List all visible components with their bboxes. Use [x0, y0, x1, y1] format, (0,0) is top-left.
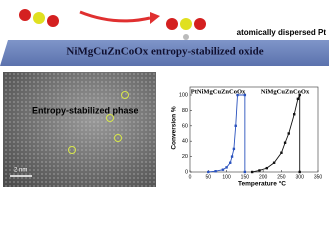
y-tick-label: 0: [185, 169, 188, 175]
x-tick-label: 150: [241, 174, 250, 180]
marker: [121, 91, 129, 99]
y-tick-label: 80: [182, 108, 188, 114]
point: [287, 132, 290, 135]
point: [214, 170, 217, 173]
point: [234, 124, 237, 127]
point: [207, 170, 210, 174]
y-tick-label: 100: [179, 92, 188, 98]
marker: [106, 114, 114, 122]
tem-texture: [3, 72, 156, 187]
molecule-left: [19, 9, 59, 27]
chart: Conversion % Temperature °C 0 20 40 60 80 100…: [171, 86, 323, 188]
y-tick-label: 40: [182, 139, 188, 145]
banner: NiMgCuZnCoOx entropy-stabilized oxide at…: [0, 9, 329, 66]
point: [230, 155, 234, 158]
point: [229, 161, 232, 164]
oxide-label: NiMgCuZnCoOx entropy-stabilized oxide: [66, 46, 263, 58]
point: [298, 170, 301, 174]
x-tick-label: 50: [206, 174, 212, 180]
scale-label: 2 nm: [14, 168, 27, 174]
phase-label: Entropy-stabilized phase: [32, 105, 139, 115]
marker: [114, 134, 122, 142]
point: [258, 169, 261, 172]
point: [243, 170, 247, 174]
point: [250, 170, 254, 174]
series-label: PtNiMgCuZnCoOx: [191, 88, 246, 95]
point: [243, 93, 247, 97]
point: [265, 166, 268, 170]
arrow: [79, 10, 151, 23]
x-tick-label: 250: [277, 174, 286, 180]
series-line: [252, 94, 301, 173]
point: [296, 97, 300, 101]
x-tick-label: 0: [189, 174, 192, 180]
series-line: [208, 94, 246, 173]
oxide-slab: [0, 40, 329, 66]
y-tick-label: 60: [182, 123, 188, 129]
point: [236, 93, 239, 97]
point: [225, 166, 228, 169]
page: {"banner": {"pt_label": "atomically disp…: [0, 9, 329, 188]
x-tick-label: 350: [314, 174, 323, 180]
point: [221, 168, 225, 171]
graphic-abstract: NiMgCuZnCoOx entropy-stabilized oxide at…: [0, 9, 329, 188]
point: [232, 147, 236, 151]
point: [298, 93, 301, 97]
pt-label: atomically dispersed Pt: [237, 28, 327, 37]
y-tick-label: 20: [182, 154, 188, 160]
point: [272, 161, 276, 164]
series-label: NiMgCuZnCoOx: [261, 88, 310, 95]
point: [280, 151, 283, 154]
pt-atom: [183, 34, 189, 40]
x-tick-label: 100: [222, 174, 231, 180]
x-tick-label: 300: [296, 174, 305, 180]
molecule-right: [166, 18, 206, 30]
micrograph: Entropy-stabilized phase 2 nm: [3, 72, 156, 187]
x-tick-label: 200: [259, 174, 268, 180]
point: [293, 113, 296, 116]
x-axis-label: Temperature °C: [238, 180, 286, 188]
y-axis-label: Conversion %: [171, 106, 178, 150]
arrow-head: [150, 12, 160, 24]
marker: [68, 146, 76, 154]
point: [283, 141, 287, 144]
